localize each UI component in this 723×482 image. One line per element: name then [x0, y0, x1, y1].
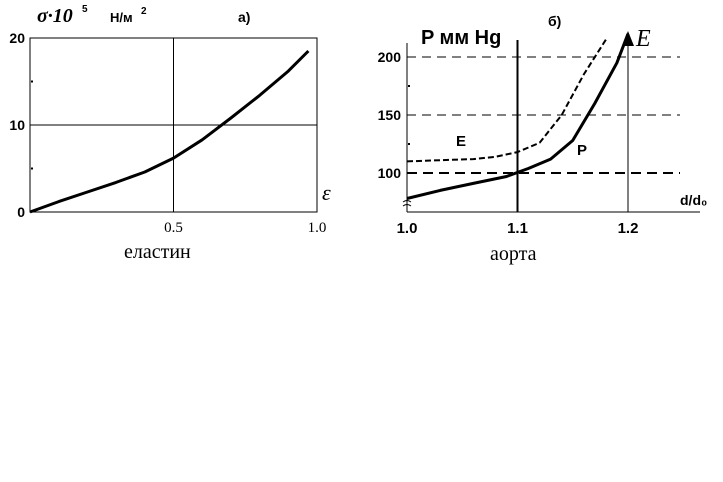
- panel-b-reference-lines: [407, 40, 680, 212]
- panel-a-ylabel-exponent: 5: [82, 4, 88, 15]
- panel-b-axis-break: [402, 200, 412, 207]
- panel-b-label: б): [548, 13, 561, 29]
- panel-b-series-E-curve: [406, 39, 607, 163]
- panel-a-ylabel-units-exponent: 2: [141, 6, 147, 17]
- panel-b-y-tick-label: 150: [378, 107, 402, 123]
- panel-a-minor-tick: [31, 80, 33, 83]
- panel-b: 1.0 1.1 1.2 100 150 200 P мм Hg б) E d/d₀ аор…: [378, 13, 708, 265]
- panel-b-caption: аорта: [490, 243, 537, 265]
- panel-b-arrow: [622, 31, 634, 46]
- panel-b-annotation-E: E: [635, 26, 651, 52]
- panel-a-x-tick-label: 0.5: [164, 220, 183, 236]
- panel-b-minor-tick: [408, 85, 410, 87]
- panel-a-grid: [30, 38, 317, 212]
- panel-a-caption: еластин: [124, 241, 191, 263]
- panel-a-y-tick-label: 10: [9, 117, 25, 133]
- panel-a: 0.5 1.0 0 10 20 σ·10 5 Н/м 2 а) ε еластин: [9, 4, 331, 263]
- panel-a-tick-labels: 0.5 1.0 0 10 20: [9, 30, 326, 236]
- panel-b-minor-marks: [408, 85, 410, 145]
- panel-b-x-tick-label: 1.2: [618, 220, 639, 237]
- panel-b-x-tick-label: 1.1: [507, 220, 528, 237]
- series-label-E: E: [456, 133, 466, 150]
- panel-b-ylabel: P мм Hg: [421, 27, 501, 49]
- panel-b-minor-tick: [408, 143, 410, 145]
- panel-a-ylabel-symbol: σ·10: [37, 5, 73, 27]
- panel-a-label: а): [238, 9, 250, 25]
- panel-a-minor-marks: [31, 80, 33, 170]
- panel-a-minor-tick: [31, 167, 33, 170]
- series-label-P: P: [577, 142, 587, 159]
- panel-a-x-tick-label: 1.0: [308, 220, 327, 236]
- panel-a-y-tick-label: 20: [9, 30, 25, 46]
- panel-a-xlabel: ε: [322, 180, 331, 205]
- panel-a-series: [29, 49, 310, 214]
- panel-b-series: [406, 33, 630, 200]
- panel-b-series-P-curve: [406, 33, 630, 200]
- panel-a-y-tick-label: 0: [17, 204, 25, 220]
- panel-a-stress-strain-curve: [29, 49, 310, 214]
- panel-b-y-tick-label: 200: [378, 49, 402, 65]
- panel-a-ylabel-units: Н/м: [110, 10, 133, 25]
- panel-b-y-tick-label: 100: [378, 165, 402, 181]
- panel-b-x-tick-label: 1.0: [397, 220, 418, 237]
- panel-b-tick-labels: 1.0 1.1 1.2 100 150 200: [378, 49, 639, 237]
- panel-b-xlabel: d/d₀: [680, 192, 707, 208]
